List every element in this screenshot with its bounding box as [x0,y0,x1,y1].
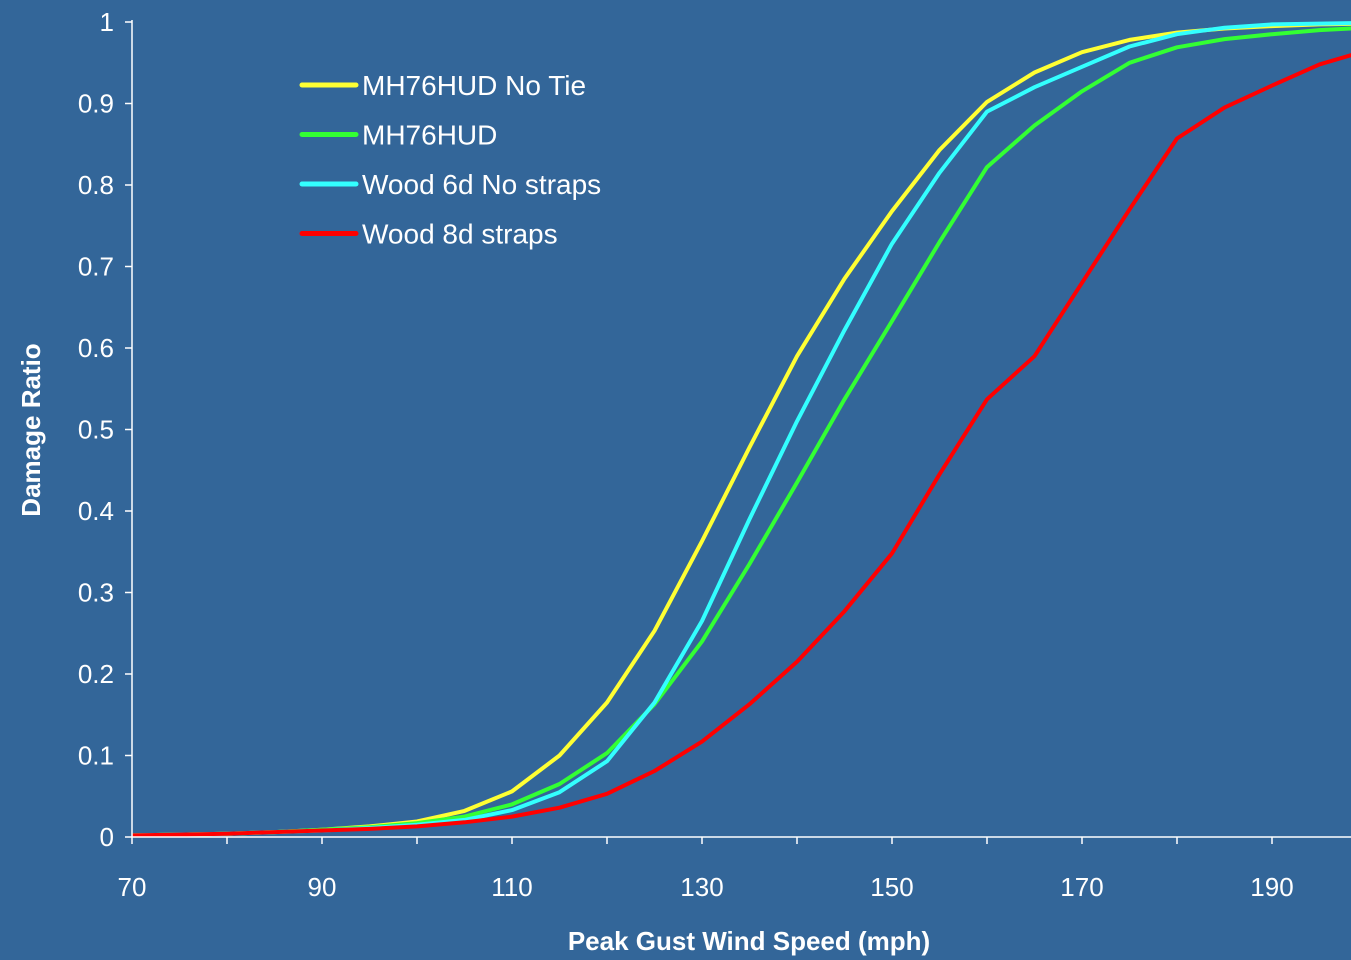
legend: MH76HUD No Tie MH76HUD Wood 6d No straps Wo… [299,70,601,250]
x-tick-label: 150 [870,872,913,902]
x-axis-title: Peak Gust Wind Speed (mph) [568,926,930,956]
y-tick-label: 1 [100,7,114,37]
y-tick-label: 0 [100,822,114,852]
legend-label-1: MH76HUD No Tie [362,70,586,101]
x-tick-label: 130 [680,872,723,902]
y-tick-label: 0.8 [78,170,114,200]
x-tick-label: 170 [1060,872,1103,902]
x-tick-label: 90 [308,872,337,902]
x-tick-label: 110 [491,872,532,902]
y-tick-label: 0.5 [78,415,114,445]
x-tick-label: 70 [118,872,147,902]
y-tick-label: 0.7 [78,252,114,282]
x-tick-label: 190 [1250,872,1293,902]
legend-label-2: MH76HUD [362,120,497,151]
y-tick-label: 0.9 [78,89,114,119]
y-tick-label: 0.2 [78,659,114,689]
y-tick-label: 0.6 [78,333,114,363]
y-tick-label: 0.1 [78,741,114,771]
legend-label-4: Wood 8d straps [362,219,558,250]
legend-label-3: Wood 6d No straps [362,169,601,200]
y-tick-label: 0.3 [78,578,114,608]
y-axis-title: Damage Ratio [16,343,46,516]
series-line-4 [132,53,1351,838]
y-tick-label: 0.4 [78,496,114,526]
series-layer [132,21,1351,838]
